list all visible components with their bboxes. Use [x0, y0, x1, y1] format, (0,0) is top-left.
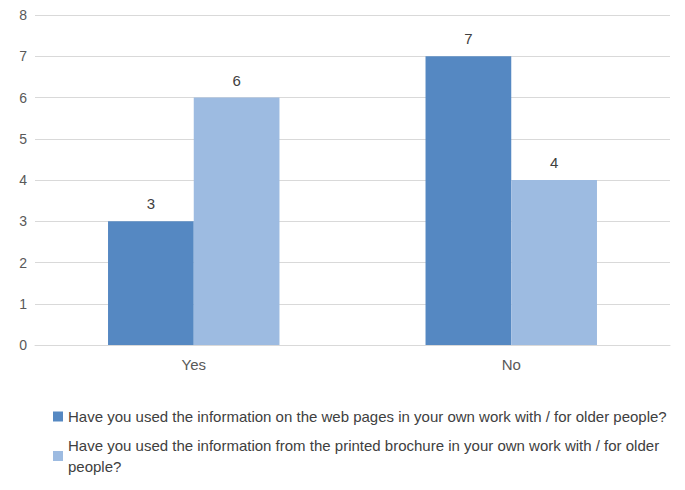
svg-text:1: 1: [19, 296, 27, 312]
svg-text:0: 0: [19, 337, 27, 353]
svg-text:3: 3: [19, 213, 27, 229]
svg-text:3: 3: [147, 195, 155, 212]
svg-text:people?: people?: [68, 458, 121, 475]
svg-text:5: 5: [19, 131, 27, 147]
svg-text:7: 7: [464, 30, 472, 47]
svg-text:Yes: Yes: [182, 356, 206, 373]
svg-text:2: 2: [19, 255, 27, 271]
svg-text:6: 6: [19, 90, 27, 106]
svg-text:Have you used the information: Have you used the information on the web…: [68, 408, 667, 425]
svg-text:Have you used the information: Have you used the information from the p…: [68, 437, 663, 454]
svg-text:8: 8: [19, 7, 27, 23]
svg-text:7: 7: [19, 48, 27, 64]
svg-text:4: 4: [550, 154, 558, 171]
svg-text:6: 6: [232, 72, 240, 89]
svg-text:No: No: [502, 356, 521, 373]
svg-text:4: 4: [19, 172, 27, 188]
